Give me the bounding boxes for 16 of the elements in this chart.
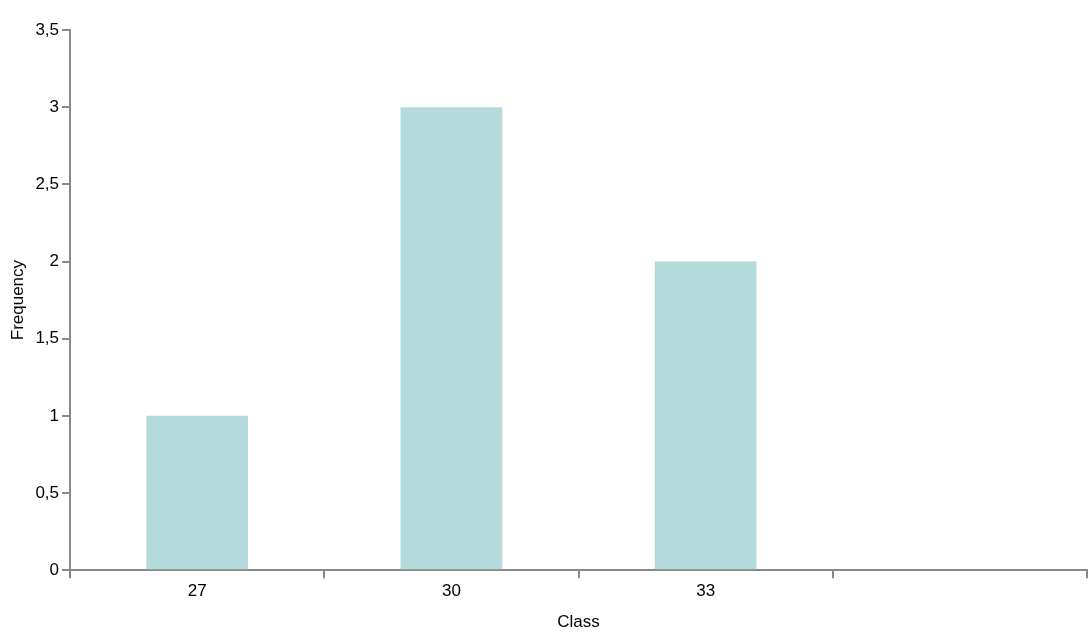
x-tick-label: 30 (441, 581, 461, 601)
x-axis-title: Class (557, 612, 600, 632)
y-tick-label: 2 (49, 251, 60, 271)
y-tick-label: 0 (49, 559, 60, 579)
bar (146, 415, 248, 570)
bar (400, 107, 503, 570)
y-tick-label: 1 (49, 405, 60, 425)
x-tick-label: 27 (187, 581, 207, 601)
bar (654, 261, 757, 570)
y-tick-label: 3,5 (35, 19, 60, 39)
y-tick-label: 2,5 (35, 174, 60, 194)
x-tick-label: 33 (696, 581, 716, 601)
y-tick-label: 3 (49, 96, 60, 116)
y-tick-label: 0,5 (35, 482, 60, 502)
y-tick-label: 1,5 (35, 328, 60, 348)
y-axis-title: Frequency (7, 259, 27, 341)
